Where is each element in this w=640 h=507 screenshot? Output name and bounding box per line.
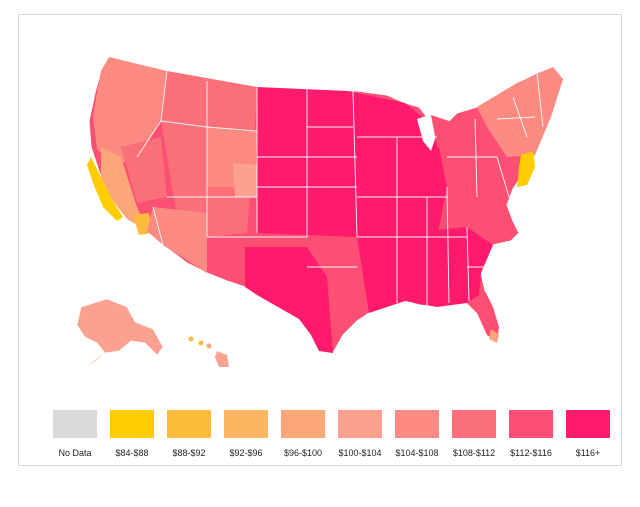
california-inland — [101, 147, 147, 231]
alaska-peninsula — [82, 352, 106, 370]
legend-label-92-96: $92-$96 — [229, 448, 263, 458]
legend-label-no-data: No Data — [58, 448, 92, 458]
map-panel: No Data $84-$88 $88-$92 $92-$96 $96-$100… — [18, 14, 622, 466]
legend-swatch-108-112 — [452, 410, 496, 438]
colorado-patch — [233, 163, 257, 197]
california-coast — [87, 157, 123, 221]
hawaii-island-3 — [206, 343, 212, 349]
nevada-utah — [121, 137, 167, 203]
legend-label-100-104: $100-$104 — [338, 448, 382, 458]
legend-swatch-100-104 — [338, 410, 382, 438]
legend-swatch-no-data — [53, 410, 97, 438]
state-boundaries — [136, 70, 544, 307]
legend-swatch-88-92 — [167, 410, 211, 438]
legend-label-112-116: $112-$116 — [510, 448, 552, 458]
legend-swatch-96-100 — [281, 410, 325, 438]
southwest-region — [147, 207, 207, 273]
legend-label-108-112: $108-$112 — [452, 448, 496, 458]
us-county-map — [76, 56, 564, 370]
florida-region — [467, 291, 499, 341]
hawaii-big-island — [215, 351, 229, 367]
legend-swatch-84-88 — [110, 410, 154, 438]
northeast-region — [477, 67, 563, 157]
hawaii-island-1 — [188, 336, 194, 342]
florida-tip — [489, 329, 499, 343]
legend-label-84-88: $84-$88 — [115, 448, 149, 458]
legend-label-96-100: $96-$100 — [283, 448, 323, 458]
texas-region — [245, 247, 333, 353]
lake-michigan-east — [431, 115, 451, 149]
southeast-region — [357, 227, 493, 313]
alaska-region — [76, 298, 164, 356]
legend: No Data $84-$88 $88-$92 $92-$96 $96-$100… — [53, 410, 613, 460]
legend-swatch-92-96 — [224, 410, 268, 438]
legend-swatch-112-116 — [509, 410, 553, 438]
legend-label-116-plus: $116+ — [575, 448, 601, 458]
legend-label-88-92: $88-$92 — [172, 448, 206, 458]
ohio-valley — [435, 119, 507, 197]
mid-atlantic-coast — [517, 151, 535, 187]
legend-swatch-104-108 — [395, 410, 439, 438]
legend-swatch-116-plus — [566, 410, 610, 438]
hawaii-island-2 — [198, 340, 204, 346]
great-lakes-water — [417, 115, 437, 151]
legend-label-104-108: $104-$108 — [395, 448, 439, 458]
